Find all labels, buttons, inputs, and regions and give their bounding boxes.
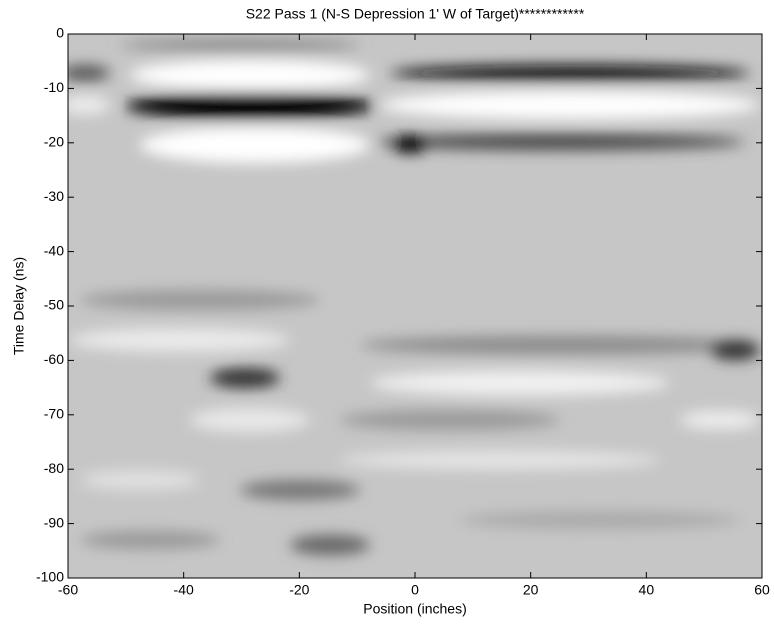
x-tick-label: 0 — [411, 582, 419, 598]
radargram — [68, 34, 762, 578]
y-tick-label: -70 — [44, 406, 64, 422]
y-tick-label: -60 — [44, 351, 64, 367]
y-tick-label: 0 — [56, 25, 64, 41]
x-tick-label: -40 — [174, 582, 194, 598]
x-axis-label: Position (inches) — [363, 601, 467, 617]
y-tick-label: -20 — [44, 134, 64, 150]
x-tick-label: 60 — [754, 582, 770, 598]
y-tick-label: -80 — [44, 460, 64, 476]
y-tick-label: -90 — [44, 514, 64, 530]
y-tick-label: -10 — [44, 79, 64, 95]
y-axis-label: Time Delay (ns) — [11, 257, 27, 355]
texture — [68, 39, 760, 555]
chart-title: S22 Pass 1 (N-S Depression 1' W of Targe… — [246, 6, 585, 22]
y-tick-label: -50 — [44, 297, 64, 313]
y-tick-label: -40 — [44, 242, 64, 258]
x-tick-label: 20 — [523, 582, 539, 598]
x-tick-label: -20 — [289, 582, 309, 598]
x-tick-label: -60 — [58, 582, 78, 598]
y-tick-label: -30 — [44, 188, 64, 204]
x-tick-label: 40 — [639, 582, 655, 598]
y-tick-label: -100 — [36, 569, 64, 585]
